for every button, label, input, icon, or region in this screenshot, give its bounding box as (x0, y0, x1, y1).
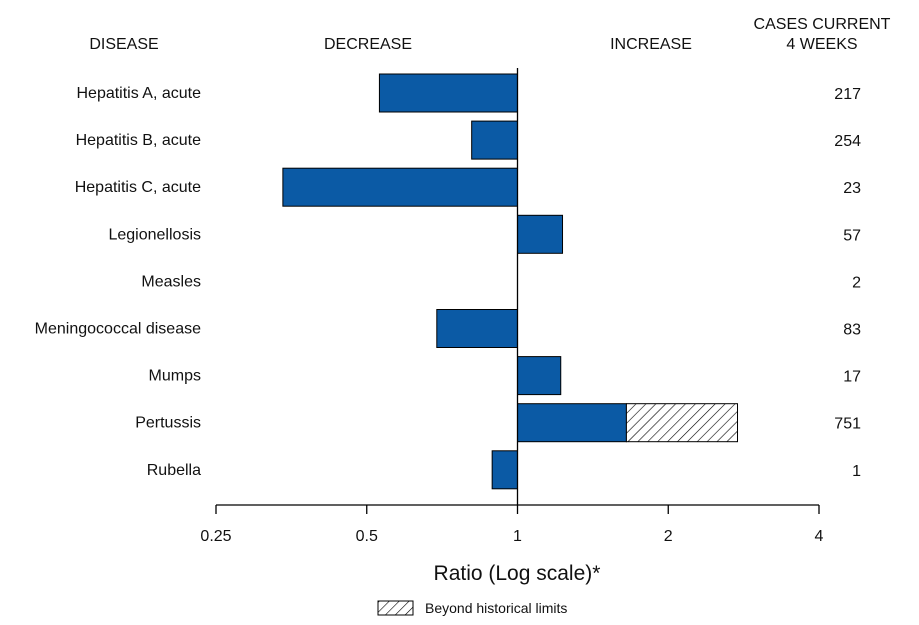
category-label: Pertussis (135, 415, 201, 432)
bar (517, 214, 564, 254)
category-labels: Hepatitis A, acute Hepatitis B, acute Hepa… (35, 85, 201, 479)
legend-label: Beyond historical limits (425, 600, 567, 616)
header-decrease: DECREASE (324, 36, 412, 53)
case-counts: 217 254 23 57 2 83 17 751 1 (834, 86, 861, 480)
bar (491, 450, 518, 490)
category-label: Hepatitis C, acute (75, 179, 201, 196)
bar (471, 120, 519, 160)
header-cases-line1: CASES CURRENT (754, 16, 891, 33)
category-label: Meningococcal disease (35, 321, 201, 338)
case-count: 2 (852, 274, 861, 291)
category-label: Hepatitis B, acute (76, 132, 202, 149)
legend-swatch (377, 600, 414, 616)
bar (282, 167, 518, 207)
header-disease: DISEASE (89, 36, 158, 53)
category-label: Measles (141, 273, 201, 290)
x-axis-label: Ratio (Log scale)* (434, 562, 601, 585)
header-increase: INCREASE (610, 36, 692, 53)
bar-beyond-limits (625, 403, 739, 443)
case-count: 254 (834, 133, 861, 150)
x-tick-label: 0.25 (200, 528, 231, 545)
bar (517, 356, 562, 396)
category-label: Legionellosis (108, 226, 201, 243)
bar (436, 309, 518, 348)
category-label: Rubella (147, 462, 201, 479)
x-tick-label: 1 (513, 528, 522, 545)
header-cases-line2: 4 WEEKS (786, 36, 857, 53)
x-tick-label: 2 (664, 528, 673, 545)
bars-group (282, 73, 739, 490)
x-tick-label: 0.5 (356, 528, 378, 545)
case-count: 217 (834, 86, 861, 103)
case-count: 57 (843, 227, 861, 244)
case-count: 23 (843, 180, 861, 197)
category-label: Mumps (149, 368, 201, 385)
bar (378, 73, 519, 113)
case-count: 83 (843, 322, 861, 339)
category-label: Hepatitis A, acute (76, 85, 201, 102)
case-count: 17 (843, 369, 861, 386)
x-tick-label: 4 (815, 528, 824, 545)
bar (517, 403, 627, 443)
case-count: 751 (834, 416, 861, 433)
x-axis-ticks: 0.25 0.5 1 2 4 (200, 505, 824, 545)
case-count: 1 (852, 463, 861, 480)
